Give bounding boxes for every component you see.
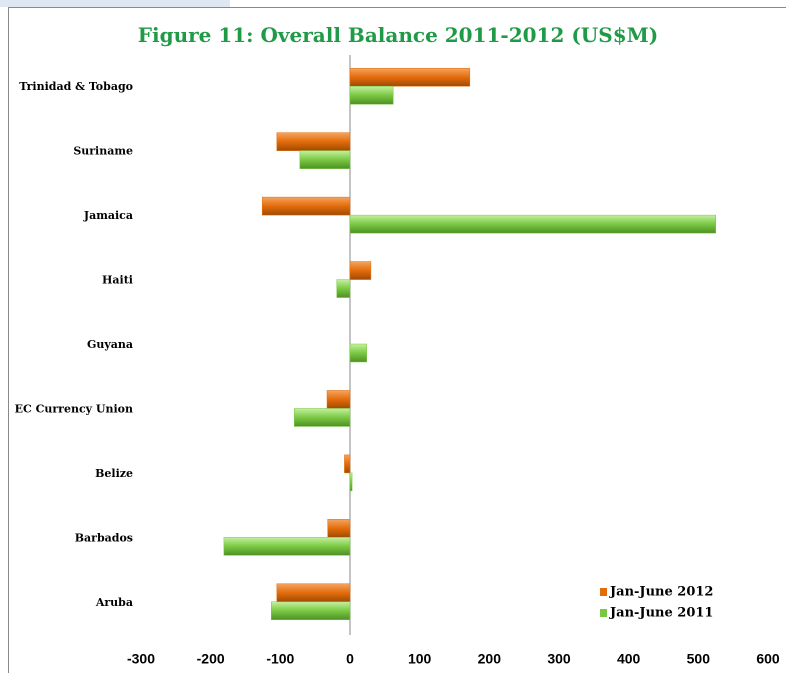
bar (276, 132, 351, 151)
x-tick-label: 200 (478, 651, 502, 667)
chart-title: Figure 11: Overall Balance 2011-2012 (US… (138, 23, 658, 47)
x-tick-label: -100 (266, 651, 294, 667)
category-label: EC Currency Union (15, 402, 133, 415)
bar (294, 408, 351, 427)
bar (349, 261, 372, 280)
bar (349, 67, 471, 87)
x-tick-label: 500 (687, 651, 711, 667)
category-label: Aruba (95, 596, 133, 609)
bar (349, 343, 367, 363)
x-tick-label: 100 (408, 651, 432, 667)
bar (223, 537, 351, 556)
category-label: Suriname (73, 145, 133, 158)
category-label: Barbados (75, 531, 133, 544)
bar (261, 196, 351, 216)
bar (349, 472, 353, 492)
category-label: Haiti (102, 274, 133, 287)
category-label: Guyana (87, 338, 133, 351)
x-tick-label: 300 (547, 651, 571, 667)
legend-label: Jan-June 2012 (609, 585, 713, 600)
bar (344, 454, 351, 474)
chart-frame (8, 7, 786, 673)
legend-swatch (600, 588, 607, 596)
bar (276, 583, 351, 603)
bar (299, 150, 351, 169)
x-tick-label: 0 (346, 651, 354, 667)
bar (349, 85, 394, 105)
bar (271, 601, 351, 621)
legend-swatch (600, 609, 607, 617)
x-tick-label: -300 (127, 651, 155, 667)
bar (326, 390, 351, 409)
x-tick-label: 400 (617, 651, 641, 667)
x-tick-label: -200 (197, 651, 225, 667)
legend-label: Jan-June 2011 (609, 606, 713, 621)
bar (336, 279, 351, 298)
tab-strip (0, 0, 230, 7)
category-label: Belize (95, 467, 133, 480)
x-tick-label: 600 (756, 651, 780, 667)
bar (327, 519, 351, 538)
category-label: Jamaica (83, 209, 133, 222)
category-label: Trinidad & Tobago (19, 80, 133, 93)
bar (349, 214, 716, 234)
